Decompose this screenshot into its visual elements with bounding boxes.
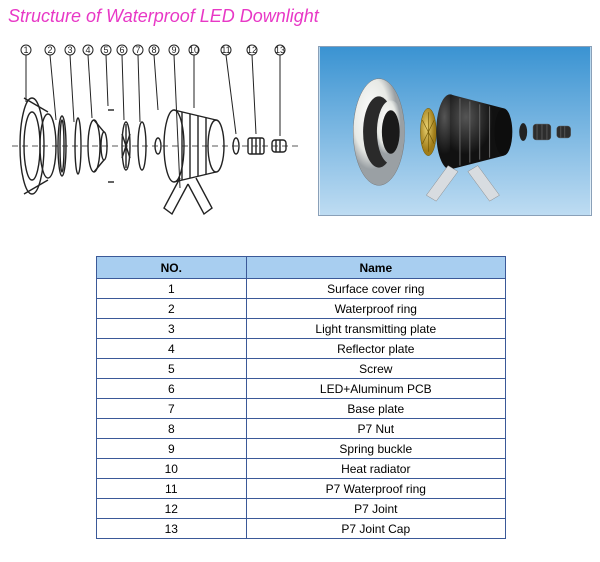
cell-name: Spring buckle bbox=[246, 439, 505, 459]
table-row: 2Waterproof ring bbox=[97, 299, 506, 319]
exploded-line-drawing: 1 2 3 4 5 6 7 8 9 10 11 12 13 bbox=[8, 38, 306, 238]
svg-text:10: 10 bbox=[189, 45, 199, 55]
cell-name: Heat radiator bbox=[246, 459, 505, 479]
svg-text:4: 4 bbox=[85, 45, 90, 55]
table-row: 8P7 Nut bbox=[97, 419, 506, 439]
table-row: 6LED+Aluminum PCB bbox=[97, 379, 506, 399]
col-header-name: Name bbox=[246, 257, 505, 279]
svg-text:6: 6 bbox=[119, 45, 124, 55]
diagram-area: 1 2 3 4 5 6 7 8 9 10 11 12 13 bbox=[0, 34, 600, 244]
cell-no: 10 bbox=[97, 459, 247, 479]
table-row: 4Reflector plate bbox=[97, 339, 506, 359]
cell-no: 8 bbox=[97, 419, 247, 439]
cell-no: 3 bbox=[97, 319, 247, 339]
cell-no: 7 bbox=[97, 399, 247, 419]
svg-text:12: 12 bbox=[247, 45, 257, 55]
cell-no: 11 bbox=[97, 479, 247, 499]
cell-name: P7 Nut bbox=[246, 419, 505, 439]
cell-no: 9 bbox=[97, 439, 247, 459]
table-header-row: NO. Name bbox=[97, 257, 506, 279]
svg-text:2: 2 bbox=[47, 45, 52, 55]
cell-no: 12 bbox=[97, 499, 247, 519]
cell-no: 13 bbox=[97, 519, 247, 539]
cell-no: 4 bbox=[97, 339, 247, 359]
col-header-no: NO. bbox=[97, 257, 247, 279]
table-row: 9Spring buckle bbox=[97, 439, 506, 459]
cell-no: 5 bbox=[97, 359, 247, 379]
exploded-render-drawing bbox=[318, 46, 592, 216]
table-row: 5Screw bbox=[97, 359, 506, 379]
table-row: 13P7 Joint Cap bbox=[97, 519, 506, 539]
table-row: 12P7 Joint bbox=[97, 499, 506, 519]
svg-text:7: 7 bbox=[135, 45, 140, 55]
cell-name: LED+Aluminum PCB bbox=[246, 379, 505, 399]
cell-name: Waterproof ring bbox=[246, 299, 505, 319]
cell-no: 6 bbox=[97, 379, 247, 399]
page-title: Structure of Waterproof LED Downlight bbox=[8, 6, 319, 27]
cell-name: Surface cover ring bbox=[246, 279, 505, 299]
svg-text:1: 1 bbox=[23, 45, 28, 55]
table-row: 1Surface cover ring bbox=[97, 279, 506, 299]
svg-text:3: 3 bbox=[67, 45, 72, 55]
cell-name: P7 Joint Cap bbox=[246, 519, 505, 539]
table-row: 7Base plate bbox=[97, 399, 506, 419]
parts-table: NO. Name 1Surface cover ring 2Waterproof… bbox=[96, 256, 506, 539]
cell-no: 2 bbox=[97, 299, 247, 319]
cell-name: Screw bbox=[246, 359, 505, 379]
svg-text:11: 11 bbox=[221, 45, 230, 55]
cell-name: P7 Joint bbox=[246, 499, 505, 519]
svg-text:5: 5 bbox=[103, 45, 108, 55]
table-row: 3Light transmitting plate bbox=[97, 319, 506, 339]
svg-text:9: 9 bbox=[171, 45, 176, 55]
cell-name: P7 Waterproof ring bbox=[246, 479, 505, 499]
cell-no: 1 bbox=[97, 279, 247, 299]
svg-text:8: 8 bbox=[151, 45, 156, 55]
cell-name: Light transmitting plate bbox=[246, 319, 505, 339]
cell-name: Reflector plate bbox=[246, 339, 505, 359]
table-row: 10Heat radiator bbox=[97, 459, 506, 479]
table-row: 11P7 Waterproof ring bbox=[97, 479, 506, 499]
svg-text:13: 13 bbox=[275, 45, 285, 55]
cell-name: Base plate bbox=[246, 399, 505, 419]
